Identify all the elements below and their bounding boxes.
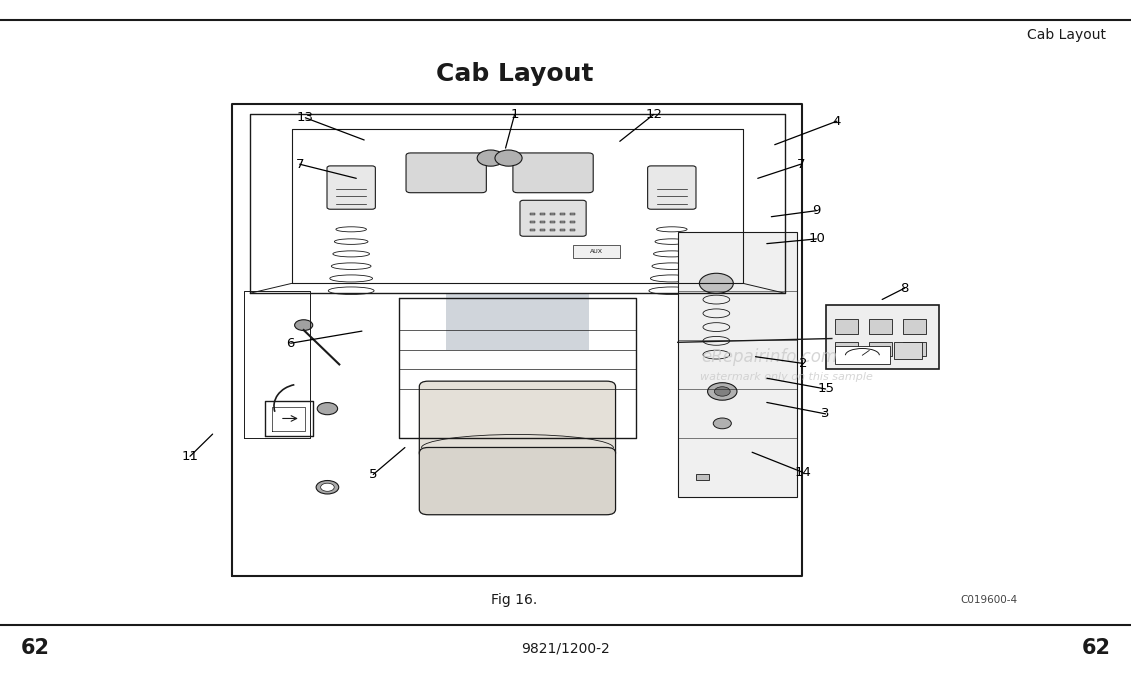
Bar [541,229,545,231]
Text: watermark only on this sample: watermark only on this sample [700,372,872,382]
Circle shape [715,387,731,396]
FancyBboxPatch shape [406,153,486,192]
Circle shape [699,273,733,293]
Bar [530,221,535,223]
Text: 11: 11 [181,450,199,463]
Text: eRepairinfo.com: eRepairinfo.com [701,348,837,365]
Text: 62: 62 [20,638,50,658]
Bar [893,343,922,359]
FancyBboxPatch shape [520,201,586,236]
Text: 7: 7 [796,157,805,171]
FancyBboxPatch shape [420,381,615,458]
Bar [560,229,564,231]
Bar [869,320,891,334]
Circle shape [708,383,737,400]
Text: AUX: AUX [590,249,603,254]
Text: 9: 9 [812,204,821,217]
Bar [696,474,709,480]
Bar [550,229,554,231]
FancyBboxPatch shape [327,166,375,209]
Circle shape [477,150,504,166]
Text: 10: 10 [809,232,824,246]
Bar [869,342,891,357]
Bar [835,320,857,334]
Circle shape [321,483,334,491]
Text: 12: 12 [645,108,663,121]
Bar [550,221,554,223]
Text: 8: 8 [900,281,909,295]
Text: 7: 7 [295,157,304,171]
Bar [835,342,857,357]
Bar [677,232,796,497]
Bar [530,213,535,215]
Bar [903,320,925,334]
Bar [570,229,575,231]
Text: 3: 3 [821,407,830,421]
Bar [550,213,554,215]
Bar [570,221,575,223]
Text: 15: 15 [817,382,835,396]
Text: 5: 5 [369,468,378,481]
Bar [541,213,545,215]
Text: 14: 14 [795,466,811,479]
Bar [560,221,564,223]
Bar [560,213,564,215]
Circle shape [317,402,337,415]
Text: 2: 2 [798,357,808,370]
Bar [446,293,588,350]
Text: 13: 13 [296,111,314,125]
Text: 6: 6 [286,336,295,350]
Text: Cab Layout: Cab Layout [435,62,594,86]
Text: Cab Layout: Cab Layout [1027,28,1106,42]
Text: 62: 62 [1081,638,1111,658]
Circle shape [714,418,732,429]
FancyBboxPatch shape [648,166,696,209]
FancyBboxPatch shape [572,244,620,258]
Bar [903,342,925,357]
Text: Fig 16.: Fig 16. [492,594,537,607]
Bar [541,221,545,223]
Circle shape [316,481,338,494]
Text: 1: 1 [510,108,519,121]
Bar [570,213,575,215]
Circle shape [495,150,523,166]
Circle shape [294,320,312,330]
Bar [835,347,889,364]
Bar [826,306,939,369]
Text: 9821/1200-2: 9821/1200-2 [521,641,610,655]
FancyBboxPatch shape [420,448,615,515]
Bar [530,229,535,231]
Text: C019600-4: C019600-4 [960,596,1018,605]
FancyBboxPatch shape [512,153,593,192]
Text: 4: 4 [832,114,841,128]
